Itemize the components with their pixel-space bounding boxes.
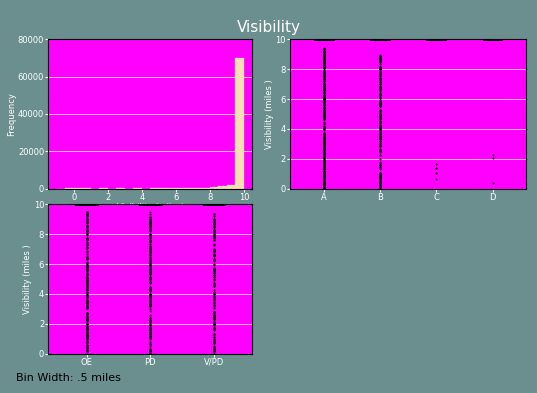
X-axis label: Visibility (miles): Visibility (miles) xyxy=(117,203,184,212)
Y-axis label: Frequency: Frequency xyxy=(8,92,17,136)
Bar xyxy=(219,186,227,189)
Bar xyxy=(227,185,235,189)
Text: Bin Width: .5 miles: Bin Width: .5 miles xyxy=(16,373,121,383)
Bar xyxy=(201,188,210,189)
Y-axis label: Visibility (miles ): Visibility (miles ) xyxy=(23,244,32,314)
Text: Visibility: Visibility xyxy=(236,20,301,35)
Bar xyxy=(210,187,219,189)
Bar xyxy=(235,58,244,189)
Y-axis label: Visibility (miles ): Visibility (miles ) xyxy=(265,79,274,149)
